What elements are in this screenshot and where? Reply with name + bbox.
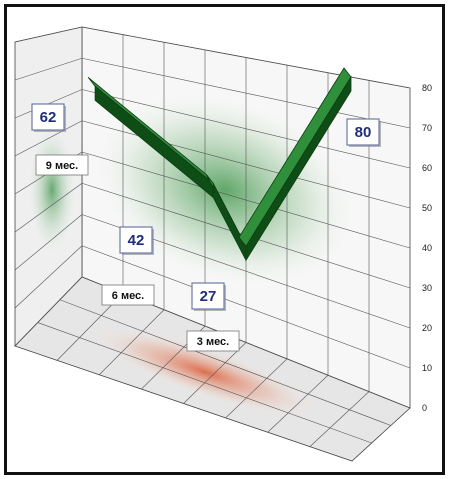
data-label-box xyxy=(119,226,153,254)
gridlines xyxy=(14,26,411,447)
gridline-side xyxy=(14,57,83,81)
y-tick-label: 40 xyxy=(422,243,432,253)
data-label: 27 xyxy=(200,288,217,305)
category-label-box xyxy=(186,330,240,352)
y-tick-label: 50 xyxy=(422,203,432,213)
floor-gridline xyxy=(225,358,288,419)
y-tick-label: 80 xyxy=(422,83,432,93)
floor-gridline xyxy=(99,309,165,375)
data-label: 80 xyxy=(355,124,372,141)
data-labels: 62 42 27 80 xyxy=(31,103,381,311)
category-label-box xyxy=(35,154,89,176)
ribbon-face-segment xyxy=(245,75,352,262)
y-tick-label: 70 xyxy=(422,123,432,133)
category-label: 9 мес. xyxy=(46,160,78,172)
gridline-side xyxy=(14,120,83,157)
data-label: 42 xyxy=(128,232,145,249)
gridline-side xyxy=(14,245,83,309)
floor-gridline xyxy=(37,322,372,444)
data-label: 62 xyxy=(40,109,57,126)
y-tick-label: 20 xyxy=(422,323,432,333)
floor-gridline xyxy=(309,391,370,447)
y-tick-label: 10 xyxy=(422,363,432,373)
data-label-box xyxy=(191,282,225,310)
data-label-box xyxy=(346,118,380,146)
gridline-side xyxy=(14,26,83,43)
floor-gridline xyxy=(183,342,247,404)
floor-gridline xyxy=(59,299,391,426)
category-labels: 9 мес. 6 мес. 3 мес. xyxy=(35,154,240,352)
floor-glow xyxy=(86,324,324,420)
category-label: 3 мес. xyxy=(197,336,229,348)
category-label: 6 мес. xyxy=(112,290,144,302)
floor-gridline xyxy=(267,375,329,433)
y-axis-ticks: 0 10 20 30 40 50 60 70 80 xyxy=(422,83,432,413)
y-tick-label: 30 xyxy=(422,283,432,293)
category-label-box xyxy=(101,284,155,306)
gridline-side xyxy=(14,276,83,347)
y-tick-label: 0 xyxy=(422,403,427,413)
y-tick-label: 60 xyxy=(422,163,432,173)
chart-frame xyxy=(4,4,445,475)
gridline-side xyxy=(14,214,83,271)
gridline-side xyxy=(14,183,83,233)
data-ribbon xyxy=(87,67,352,262)
data-label-box xyxy=(31,103,65,131)
